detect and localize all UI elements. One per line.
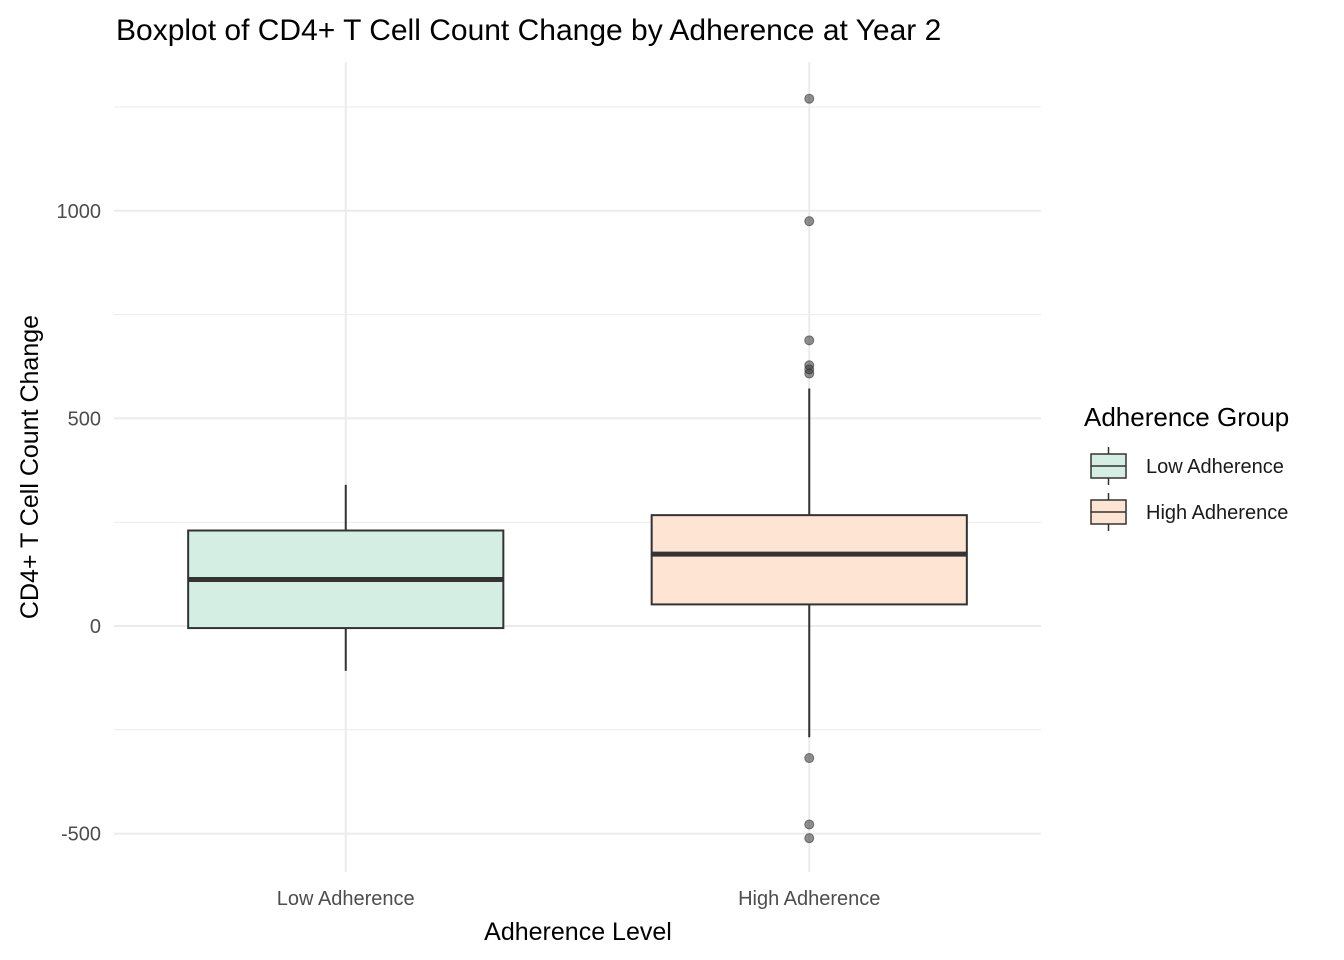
- x-axis-title: Adherence Level: [484, 918, 672, 946]
- boxes: [187, 93, 968, 844]
- outlier-point: [804, 833, 815, 844]
- y-axis-ticks: -500 0 500 1000: [57, 201, 102, 846]
- x-tick-label: Low Adherence: [277, 888, 415, 910]
- box-iqr: [650, 514, 968, 606]
- y-axis-title: CD4+ T Cell Count Change: [16, 315, 44, 619]
- chart-title: Boxplot of CD4+ T Cell Count Change by A…: [116, 14, 941, 47]
- box-group: [650, 93, 968, 844]
- legend-label: High Adherence: [1146, 502, 1288, 524]
- x-axis-ticks: Low Adherence High Adherence: [277, 888, 881, 910]
- x-tick-label: High Adherence: [738, 888, 880, 910]
- legend: Adherence Group Low Adherence High Adhere…: [1084, 402, 1289, 531]
- y-tick-label: 0: [90, 616, 101, 638]
- outlier-point: [804, 93, 815, 104]
- y-tick-label: 500: [68, 408, 101, 430]
- y-tick-label: -500: [61, 824, 101, 846]
- y-tick-label: 1000: [57, 201, 102, 223]
- outlier-point: [804, 335, 815, 346]
- outlier-point: [804, 819, 815, 830]
- outlier-point: [804, 753, 815, 764]
- outlier-point: [804, 216, 815, 227]
- box-group: [187, 484, 505, 671]
- outlier-point: [804, 368, 815, 379]
- legend-label: Low Adherence: [1146, 456, 1284, 478]
- legend-title: Adherence Group: [1084, 402, 1289, 432]
- legend-key: [1090, 493, 1127, 531]
- grid: [114, 62, 1041, 872]
- legend-key: [1090, 447, 1127, 485]
